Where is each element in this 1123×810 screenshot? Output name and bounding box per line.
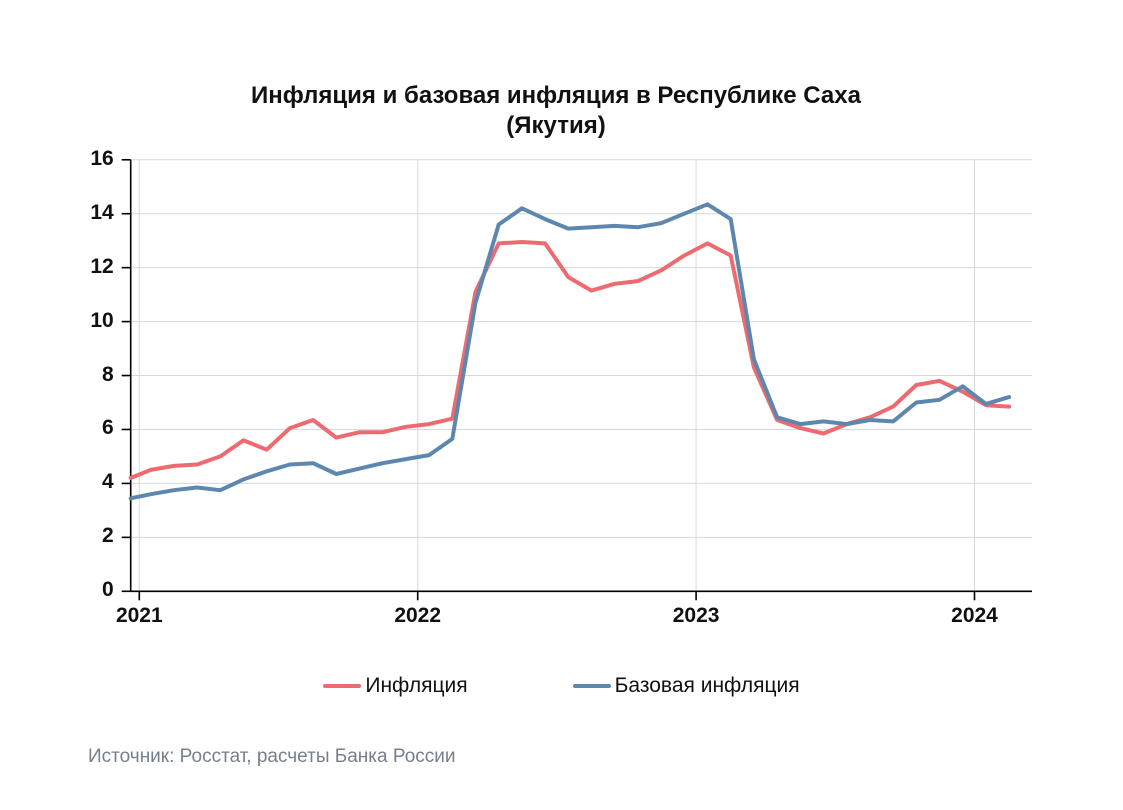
y-tick-label: 16: [90, 146, 114, 170]
legend: Инфляция Базовая инфляция: [0, 674, 1123, 698]
chart-title-line2: (Якутия): [506, 112, 606, 139]
x-tick-label: 2021: [115, 604, 163, 628]
y-tick-label: 2: [102, 524, 114, 548]
y-tick-label: 14: [90, 200, 114, 224]
x-tick-label: 2024: [951, 604, 998, 628]
y-tick-label: 0: [102, 578, 114, 602]
legend-label: Инфляция: [365, 674, 468, 697]
chart-title-line1: Инфляция и базовая инфляция в Республике…: [251, 82, 861, 109]
legend-swatch: [323, 684, 362, 688]
x-tick-label: 2023: [672, 604, 720, 628]
core-inflation-line: [128, 202, 1012, 501]
x-tick-label: 2022: [394, 604, 442, 628]
y-tick-label: 8: [102, 362, 114, 386]
legend-item-inflation: Инфляция: [323, 674, 468, 698]
legend-swatch: [572, 684, 611, 688]
y-tick-label: 12: [90, 254, 114, 278]
y-tick-label: 10: [90, 308, 114, 332]
chart-title: Инфляция и базовая инфляция в Республике…: [0, 81, 1112, 141]
y-tick-label: 4: [102, 470, 114, 494]
legend-item-core-inflation: Базовая инфляция: [572, 674, 800, 698]
source-note: Источник: Росстат, расчеты Банка России: [88, 746, 456, 767]
inflation-line: [128, 240, 1012, 480]
y-tick-label: 6: [102, 416, 114, 440]
legend-label: Базовая инфляция: [614, 674, 800, 697]
